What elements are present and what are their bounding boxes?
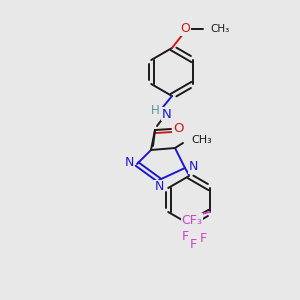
- Text: N: N: [162, 107, 172, 121]
- Text: CH₃: CH₃: [210, 24, 229, 34]
- Text: N: N: [124, 157, 134, 169]
- Text: F: F: [200, 232, 207, 244]
- Text: F: F: [182, 230, 189, 242]
- Text: F: F: [190, 238, 197, 250]
- Text: O: O: [180, 22, 190, 35]
- Text: CH₃: CH₃: [191, 135, 212, 145]
- Text: N: N: [154, 181, 164, 194]
- Text: H: H: [151, 103, 159, 116]
- Text: O: O: [173, 122, 183, 136]
- Text: N: N: [188, 160, 198, 173]
- Text: CF₃: CF₃: [181, 214, 202, 226]
